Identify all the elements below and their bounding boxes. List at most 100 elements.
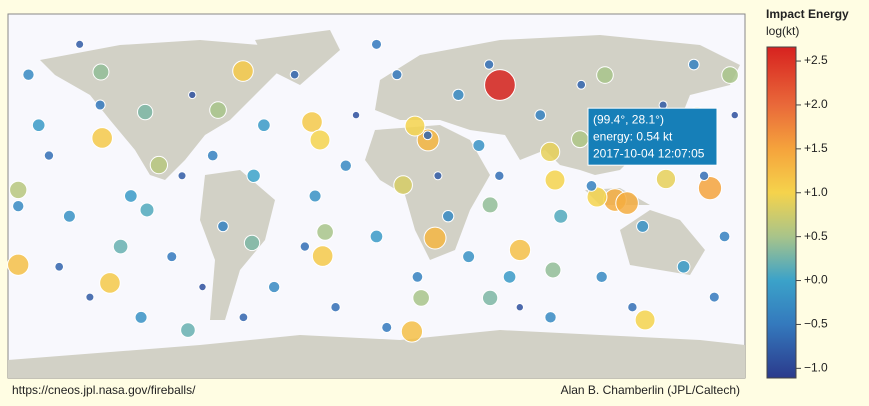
fireball: [330, 302, 341, 313]
fireball: [232, 60, 254, 82]
fireball: [149, 155, 169, 175]
fireball: [134, 310, 148, 324]
fireball: [369, 229, 384, 244]
fireball: [301, 111, 323, 133]
fireball: [698, 170, 710, 181]
fireball: [209, 101, 227, 119]
fireball: [627, 302, 638, 313]
africa: [365, 125, 490, 260]
fireball: [99, 272, 121, 294]
fireball: [596, 66, 614, 84]
fireball: [423, 226, 447, 250]
fireball: [177, 171, 187, 181]
fireball: [539, 141, 561, 163]
fireball: [494, 170, 505, 181]
fireball: [483, 59, 495, 70]
fireball: [308, 189, 322, 203]
fireball: [553, 208, 569, 224]
fireball: [75, 39, 85, 49]
fireball: [180, 322, 196, 338]
fireball: [422, 130, 433, 141]
fireball: [243, 234, 261, 252]
colorbar-tick-label: +0.0: [804, 273, 828, 287]
colorbar-title: Impact Energy: [766, 7, 849, 21]
fireball: [687, 58, 700, 71]
fireball: [544, 169, 566, 191]
fireball: [462, 250, 476, 264]
fireball: [481, 196, 499, 214]
fireball: [655, 168, 677, 190]
antarctica: [8, 330, 745, 378]
fireball: [246, 168, 261, 183]
credit: Alan B. Chamberlin (JPL/Caltech): [561, 383, 740, 397]
fireball: [400, 320, 424, 343]
fireball: [238, 312, 249, 323]
fireball: [9, 180, 28, 200]
fireball: [289, 69, 300, 80]
fireball: [12, 199, 25, 213]
fireball: [299, 241, 311, 252]
colorbar-tick-label: +0.5: [804, 229, 828, 243]
fireball: [54, 261, 65, 272]
fireball: [309, 129, 331, 151]
fireball: [595, 270, 608, 284]
fireball: [85, 292, 95, 302]
fireball: [267, 280, 281, 294]
tooltip-line: 2017-10-04 12:07:05: [593, 146, 705, 160]
fireball: [481, 289, 499, 307]
fireball: [676, 259, 691, 274]
fireball: [502, 270, 517, 284]
fireball: [257, 118, 271, 133]
colorbar-tick-label: +1.0: [804, 185, 828, 199]
tooltip-line: (99.4°, 28.1°): [593, 112, 664, 126]
fireball: [472, 138, 486, 152]
fireball: [515, 303, 524, 312]
fireball: [697, 176, 723, 201]
fireball: [484, 69, 516, 101]
fireball: [92, 63, 110, 81]
fireball: [708, 291, 720, 303]
greenland: [255, 30, 340, 85]
fireball: [730, 110, 739, 120]
fireball: [441, 210, 455, 223]
fireball: [7, 253, 30, 276]
colorbar: [766, 46, 797, 379]
fireball: [636, 219, 650, 233]
fireball: [124, 189, 138, 203]
colorbar-tick-label: +2.0: [804, 97, 828, 111]
fireball: [370, 38, 383, 50]
fireball: [206, 149, 219, 162]
eurasia: [375, 35, 740, 175]
fireball: [411, 271, 424, 283]
colorbar-tick-label: +1.5: [804, 141, 828, 155]
colorbar-unit: log(kt): [766, 24, 799, 38]
fireball: [544, 261, 562, 279]
fireball: [433, 171, 443, 181]
fireball: [412, 289, 430, 307]
fireball: [316, 223, 334, 241]
fireball: [452, 88, 465, 102]
source: https://cneos.jpl.nasa.gov/fireballs/: [12, 383, 196, 397]
fireball: [544, 311, 557, 324]
fireball: [94, 99, 106, 111]
colorbar-tick-label: −1.0: [804, 361, 828, 375]
fireball: [534, 109, 547, 121]
colorbar-tick-label: +2.5: [804, 53, 828, 67]
fireball: [391, 69, 403, 81]
fireball: [31, 118, 46, 133]
south-america: [200, 170, 275, 320]
fireball: [217, 220, 229, 233]
fireball: [585, 180, 598, 192]
fireball: [351, 110, 361, 120]
tooltip: [587, 107, 718, 166]
fireball: [615, 191, 639, 215]
fireball: [508, 238, 532, 262]
fireball: [188, 90, 197, 100]
fireball: [139, 202, 155, 218]
fireball: [311, 245, 334, 267]
fireball: [576, 79, 587, 90]
fireball: [43, 150, 55, 161]
fireball: [198, 282, 207, 292]
fireball: [339, 159, 352, 172]
